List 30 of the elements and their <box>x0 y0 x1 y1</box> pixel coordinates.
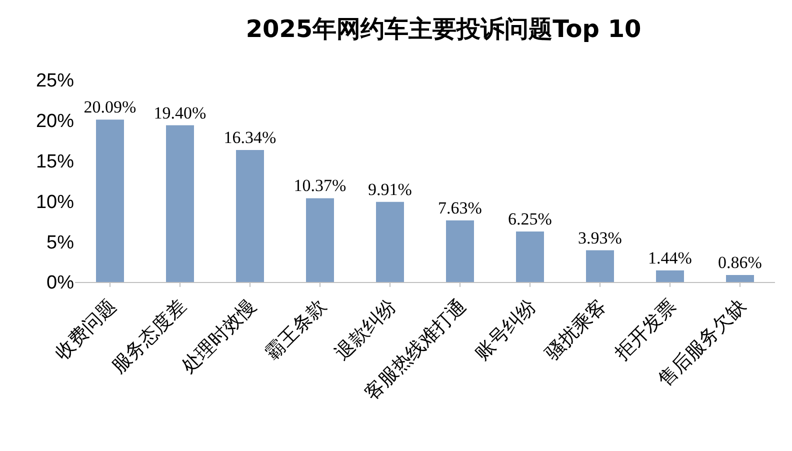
bar <box>446 220 474 282</box>
bar <box>376 202 404 282</box>
data-label: 10.37% <box>294 176 346 196</box>
chart-title: 2025年网约车主要投诉问题Top 10 <box>246 15 642 44</box>
y-tick-label: 15% <box>36 151 74 172</box>
y-tick-label: 5% <box>46 232 74 254</box>
y-tick-label: 20% <box>36 111 74 132</box>
x-tick-label: 霸王条款 <box>260 294 330 364</box>
y-tick-label: 10% <box>36 192 74 213</box>
data-label: 20.09% <box>84 98 136 117</box>
data-label: 3.93% <box>578 228 622 248</box>
y-tick-label: 0% <box>46 272 74 294</box>
bar <box>726 275 754 282</box>
data-label: 16.34% <box>224 128 276 147</box>
bar <box>166 125 194 282</box>
x-tick-label: 骚扰乘客 <box>540 294 610 364</box>
bar <box>516 232 544 282</box>
data-label: 6.25% <box>508 210 552 228</box>
bar <box>656 270 684 282</box>
bar <box>586 250 614 282</box>
data-label: 7.63% <box>438 198 482 218</box>
data-label: 1.44% <box>648 248 692 268</box>
data-label: 9.91% <box>368 180 412 199</box>
data-label: 19.40% <box>154 103 206 122</box>
bar <box>96 120 124 282</box>
bar <box>306 198 334 282</box>
bar <box>236 150 264 282</box>
data-label: 0.86% <box>718 253 762 272</box>
y-tick-label: 25% <box>36 70 74 92</box>
x-tick-label: 账号纠纷 <box>470 294 540 364</box>
